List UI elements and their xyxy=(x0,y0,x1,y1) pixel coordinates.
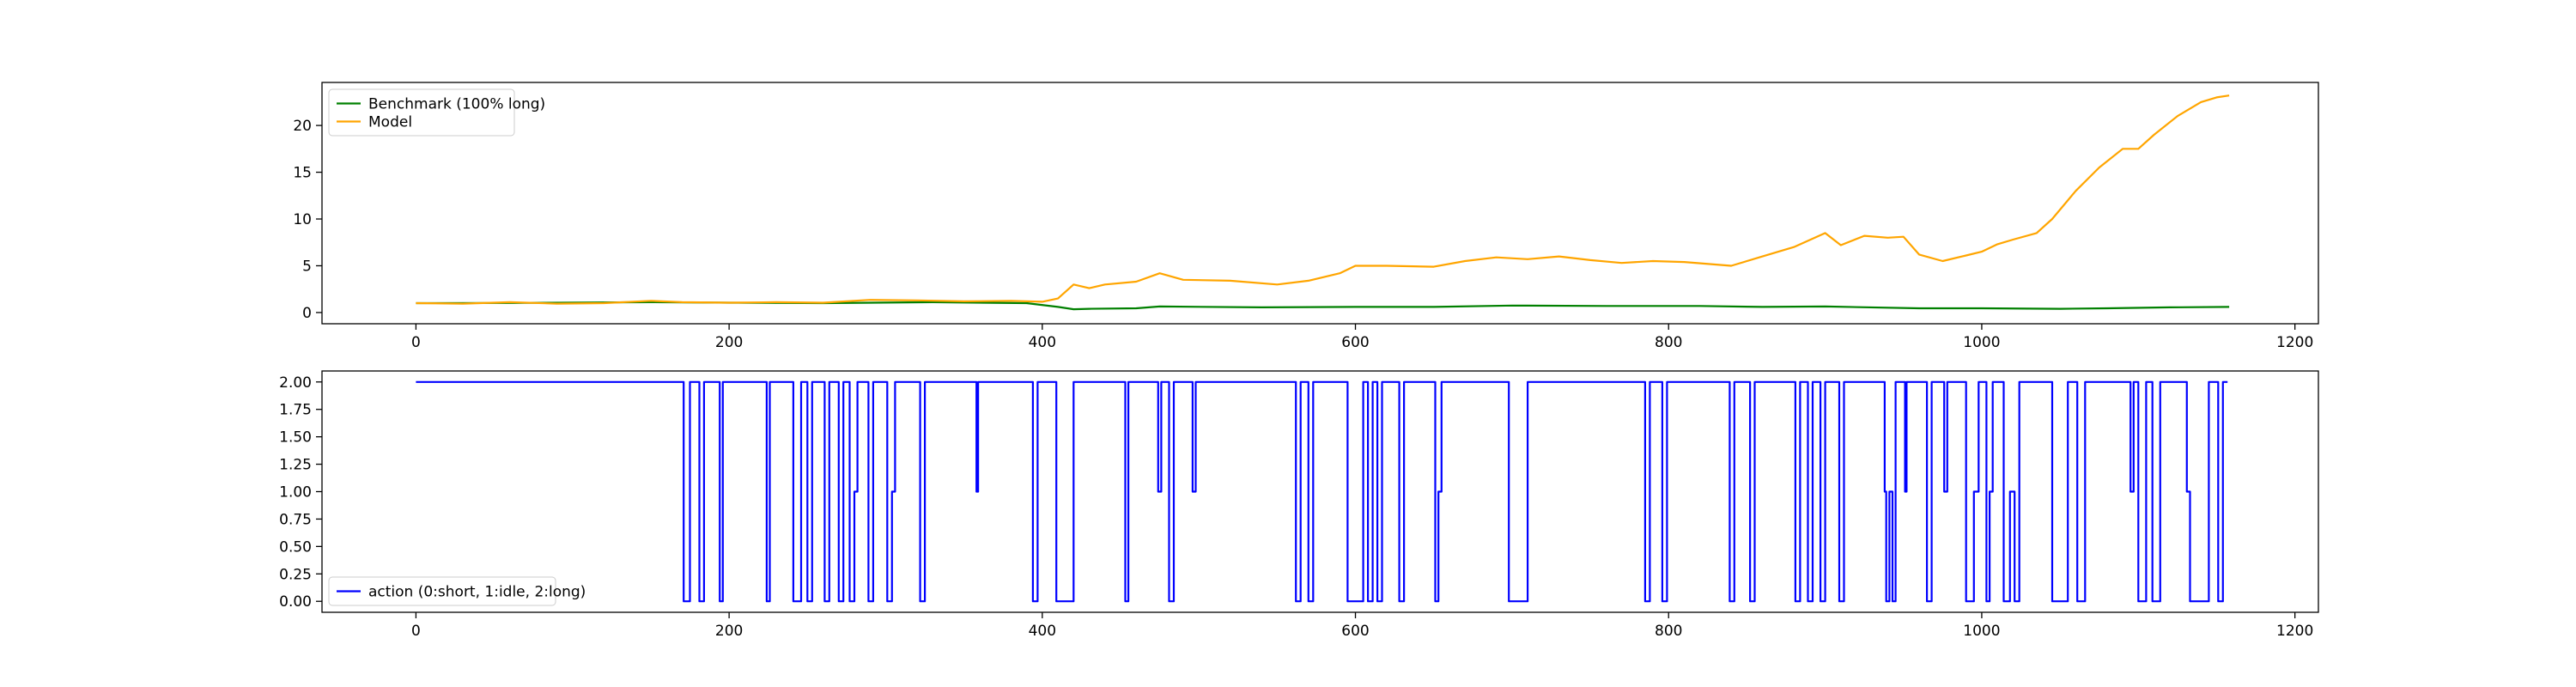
legend-label: Model xyxy=(368,114,412,131)
y-tick-label: 1.25 xyxy=(279,457,312,474)
x-tick-label: 800 xyxy=(1655,334,1682,351)
bottom-chart-panel: 0 200 400 600 800 1000 1200 0.00 0.25 0.50 0.75 1.0… xyxy=(279,370,2319,640)
legend-label: action (0:short, 1:idle, 2:long) xyxy=(368,584,586,601)
series-line-0-0 xyxy=(416,301,2230,311)
y-tick-label: 15 xyxy=(293,165,312,182)
y-tick-label: 0.25 xyxy=(279,566,312,583)
x-tick-label: 600 xyxy=(1341,334,1369,351)
legend xyxy=(328,88,515,137)
y-tick-label: 2.00 xyxy=(279,374,312,392)
x-tick-label: 1200 xyxy=(2276,623,2313,640)
x-tick-label: 800 xyxy=(1655,623,1682,640)
top-chart-panel: 0 200 400 600 800 1000 1200 0 5 10 15 20 Benchmark (… xyxy=(293,82,2319,351)
y-tick-label: 1.00 xyxy=(279,484,312,502)
y-tick-label: 1.75 xyxy=(279,402,312,419)
x-tick-label: 1000 xyxy=(1963,334,2000,351)
y-tick-label: 0 xyxy=(302,305,312,322)
y-tick-label: 0.00 xyxy=(279,593,312,611)
series-line-0-1 xyxy=(416,94,2230,305)
legend-label: Benchmark (100% long) xyxy=(368,96,545,113)
x-tick-label: 0 xyxy=(411,334,421,351)
y-tick-label: 1.50 xyxy=(279,429,312,447)
x-tick-label: 200 xyxy=(715,623,743,640)
series-line-1-0 xyxy=(416,380,2228,603)
legend xyxy=(328,576,556,606)
x-tick-label: 400 xyxy=(1029,623,1056,640)
x-tick-label: 400 xyxy=(1029,334,1056,351)
x-tick-label: 1200 xyxy=(2276,334,2313,351)
y-tick-label: 0.75 xyxy=(279,511,312,528)
axes-frame xyxy=(321,82,2319,325)
y-tick-label: 5 xyxy=(302,258,312,275)
x-tick-label: 600 xyxy=(1341,623,1369,640)
y-tick-label: 0.50 xyxy=(279,538,312,556)
y-tick-label: 20 xyxy=(293,118,312,135)
x-tick-label: 200 xyxy=(715,334,743,351)
x-tick-label: 1000 xyxy=(1963,623,2000,640)
x-tick-label: 0 xyxy=(411,623,421,640)
y-tick-label: 10 xyxy=(293,211,312,228)
